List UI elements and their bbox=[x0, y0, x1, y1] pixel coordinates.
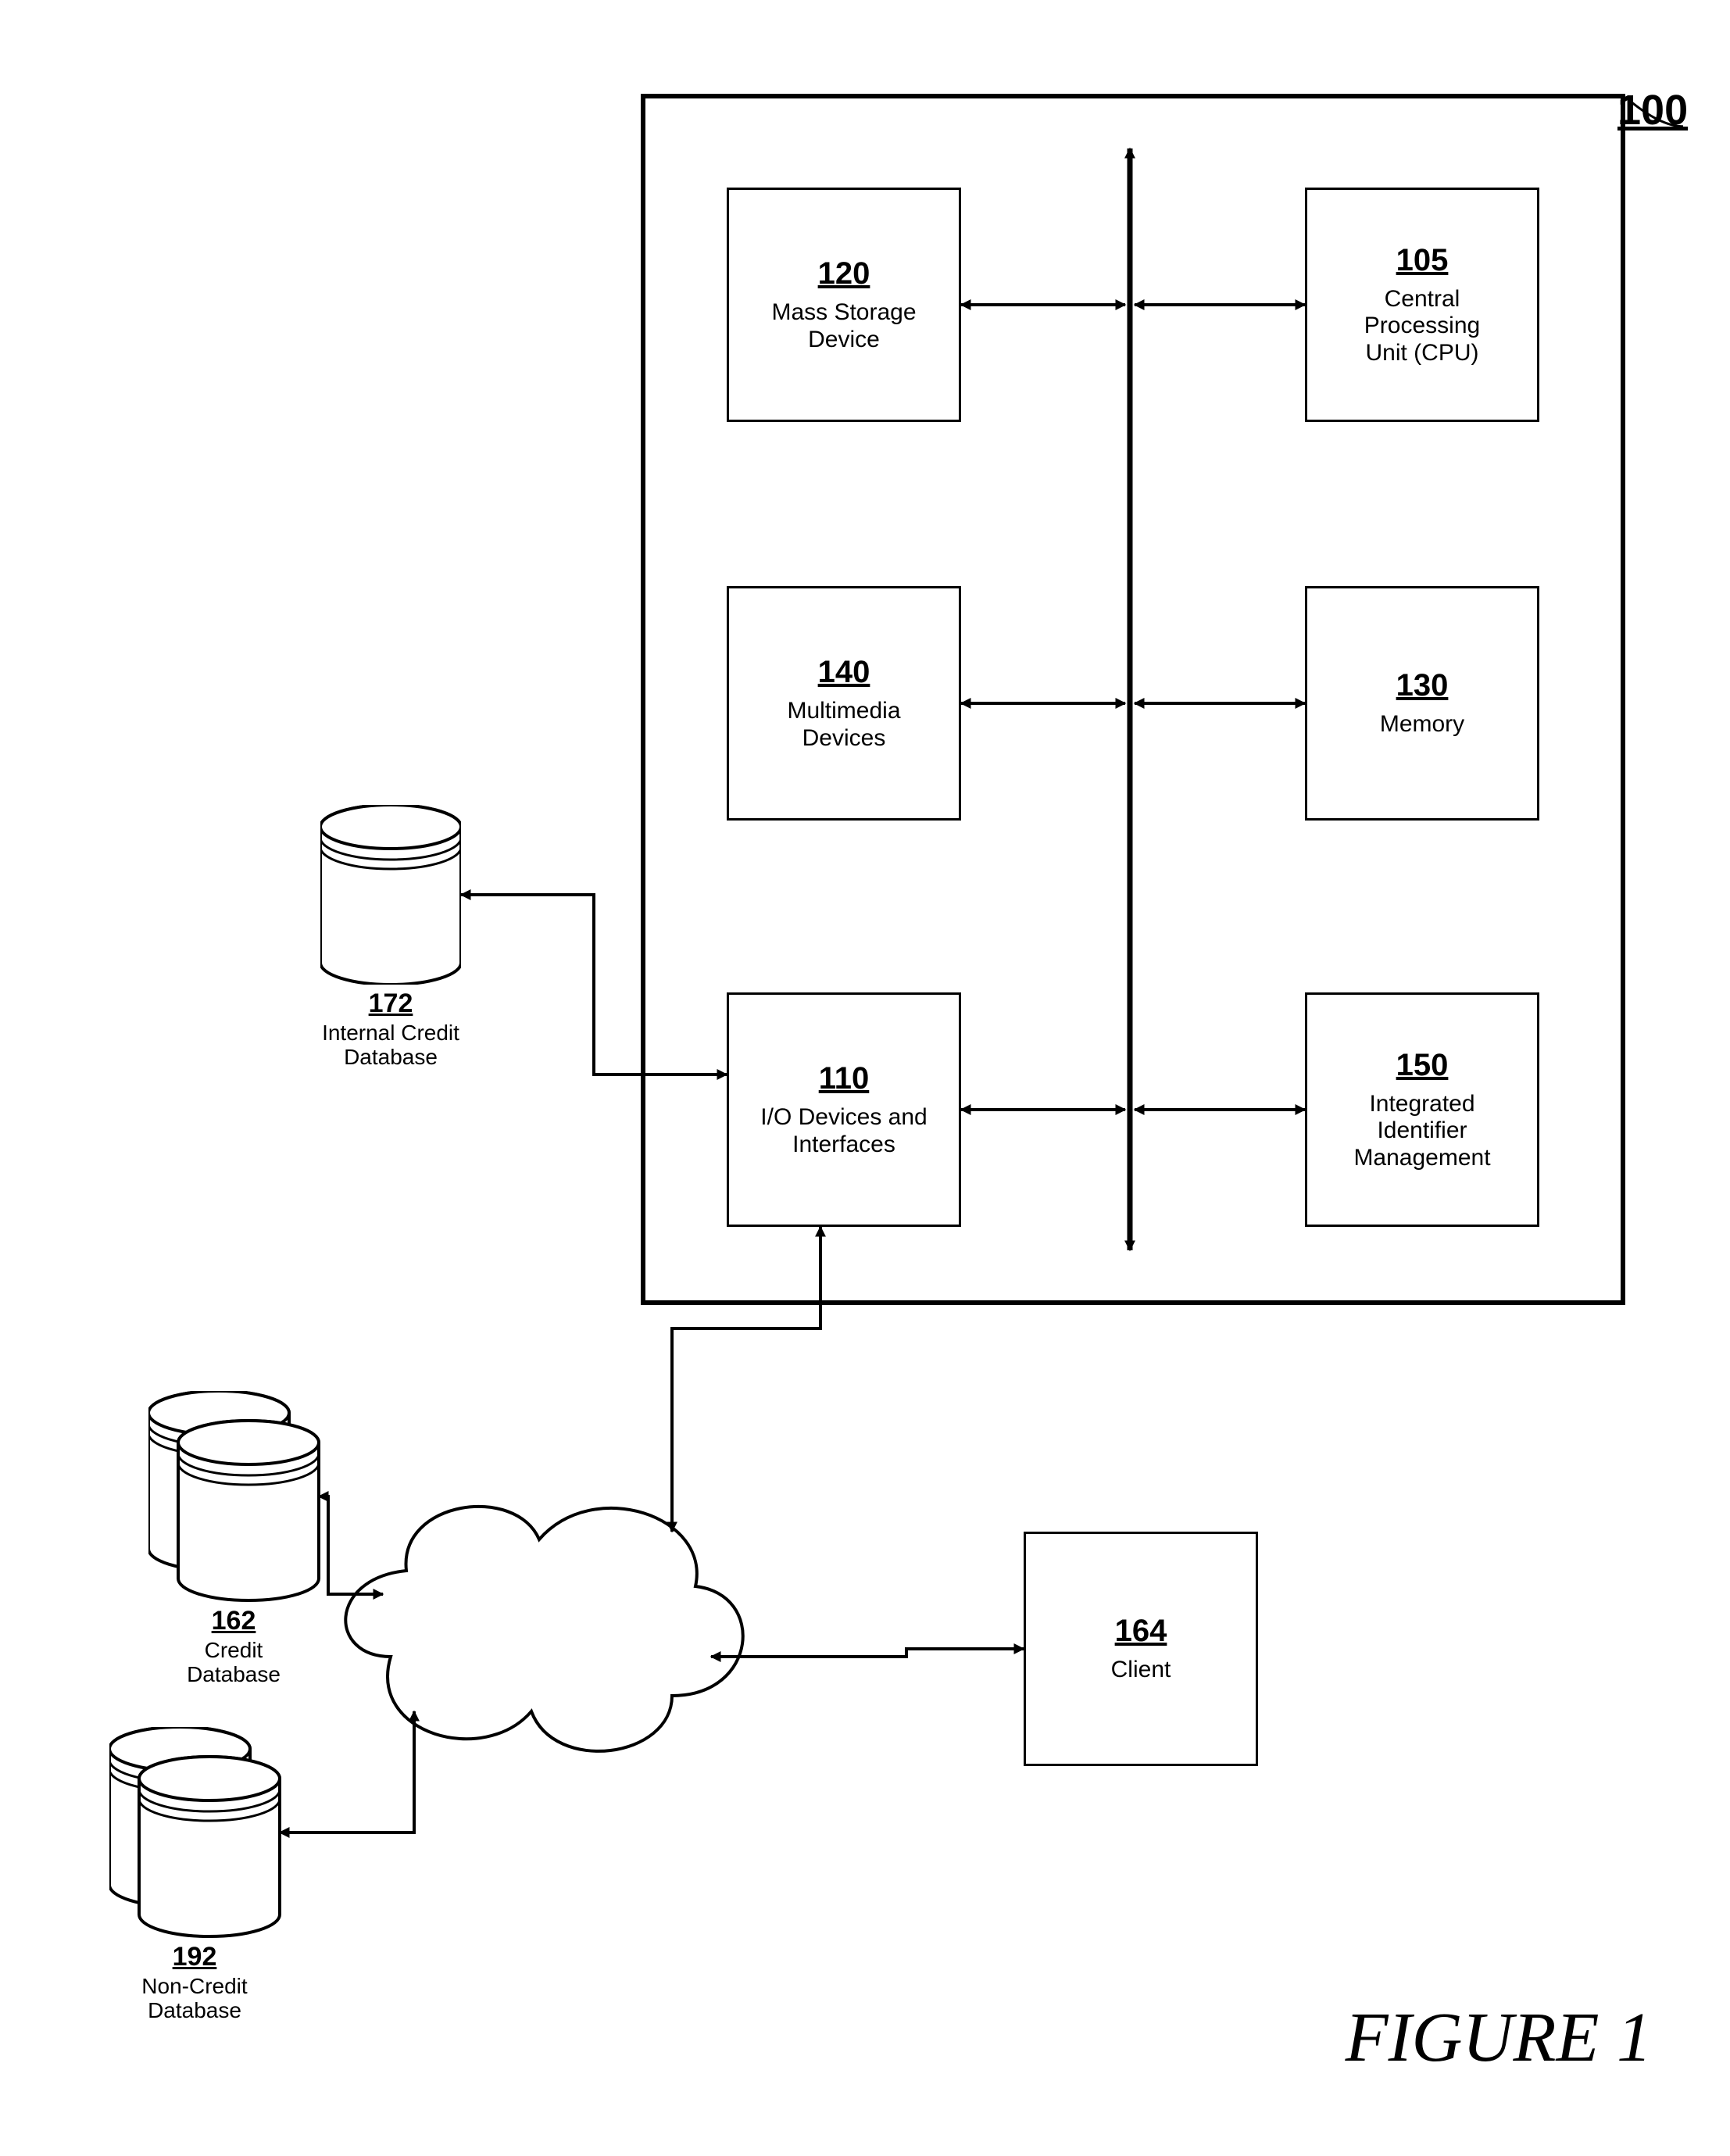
box-num: 164 bbox=[1115, 1614, 1167, 1649]
db-num: 162 bbox=[148, 1607, 320, 1636]
box-num: 105 bbox=[1396, 243, 1449, 278]
db-credit bbox=[148, 1391, 320, 1602]
box-multimedia: 140 MultimediaDevices bbox=[727, 586, 961, 821]
cloud-label: Network 160 bbox=[461, 1594, 633, 1667]
db-text: Non-CreditDatabase bbox=[141, 1974, 247, 2022]
box-num: 150 bbox=[1396, 1048, 1449, 1083]
box-num: 120 bbox=[818, 256, 870, 291]
db-credit-label: 162 CreditDatabase bbox=[148, 1607, 320, 1687]
box-io: 110 I/O Devices andInterfaces bbox=[727, 992, 961, 1227]
box-client: 164 Client bbox=[1024, 1532, 1258, 1766]
system-ref-label: 100 bbox=[1617, 86, 1688, 134]
box-label: I/O Devices andInterfaces bbox=[760, 1104, 927, 1158]
box-num: 110 bbox=[819, 1061, 870, 1096]
figure-label: FIGURE 1 bbox=[1346, 1997, 1652, 2078]
db-text: CreditDatabase bbox=[187, 1638, 281, 1686]
box-label: CentralProcessingUnit (CPU) bbox=[1364, 286, 1480, 367]
box-mass-storage: 120 Mass StorageDevice bbox=[727, 188, 961, 422]
box-label: Memory bbox=[1380, 711, 1464, 738]
box-label: MultimediaDevices bbox=[787, 698, 900, 752]
box-num: 130 bbox=[1396, 668, 1449, 703]
box-cpu: 105 CentralProcessingUnit (CPU) bbox=[1305, 188, 1539, 422]
box-iim: 150 IntegratedIdentifierManagement bbox=[1305, 992, 1539, 1227]
box-memory: 130 Memory bbox=[1305, 586, 1539, 821]
db-non-credit-label: 192 Non-CreditDatabase bbox=[109, 1943, 281, 2023]
box-label: Client bbox=[1111, 1657, 1171, 1684]
db-non-credit bbox=[109, 1727, 281, 1938]
db-internal-credit bbox=[320, 805, 461, 985]
box-label: Mass StorageDevice bbox=[771, 299, 916, 353]
db-num: 192 bbox=[109, 1943, 281, 1972]
diagram-canvas: 100 120 Mass StorageDevice 105 CentralPr… bbox=[47, 47, 1683, 2109]
db-text: Internal CreditDatabase bbox=[322, 1021, 459, 1069]
db-internal-credit-label: 172 Internal CreditDatabase bbox=[305, 989, 477, 1070]
cloud-num: 160 bbox=[461, 1632, 633, 1667]
db-num: 172 bbox=[305, 989, 477, 1018]
box-label: IntegratedIdentifierManagement bbox=[1353, 1091, 1490, 1172]
box-num: 140 bbox=[818, 655, 870, 690]
cloud-title: Network bbox=[461, 1594, 633, 1632]
